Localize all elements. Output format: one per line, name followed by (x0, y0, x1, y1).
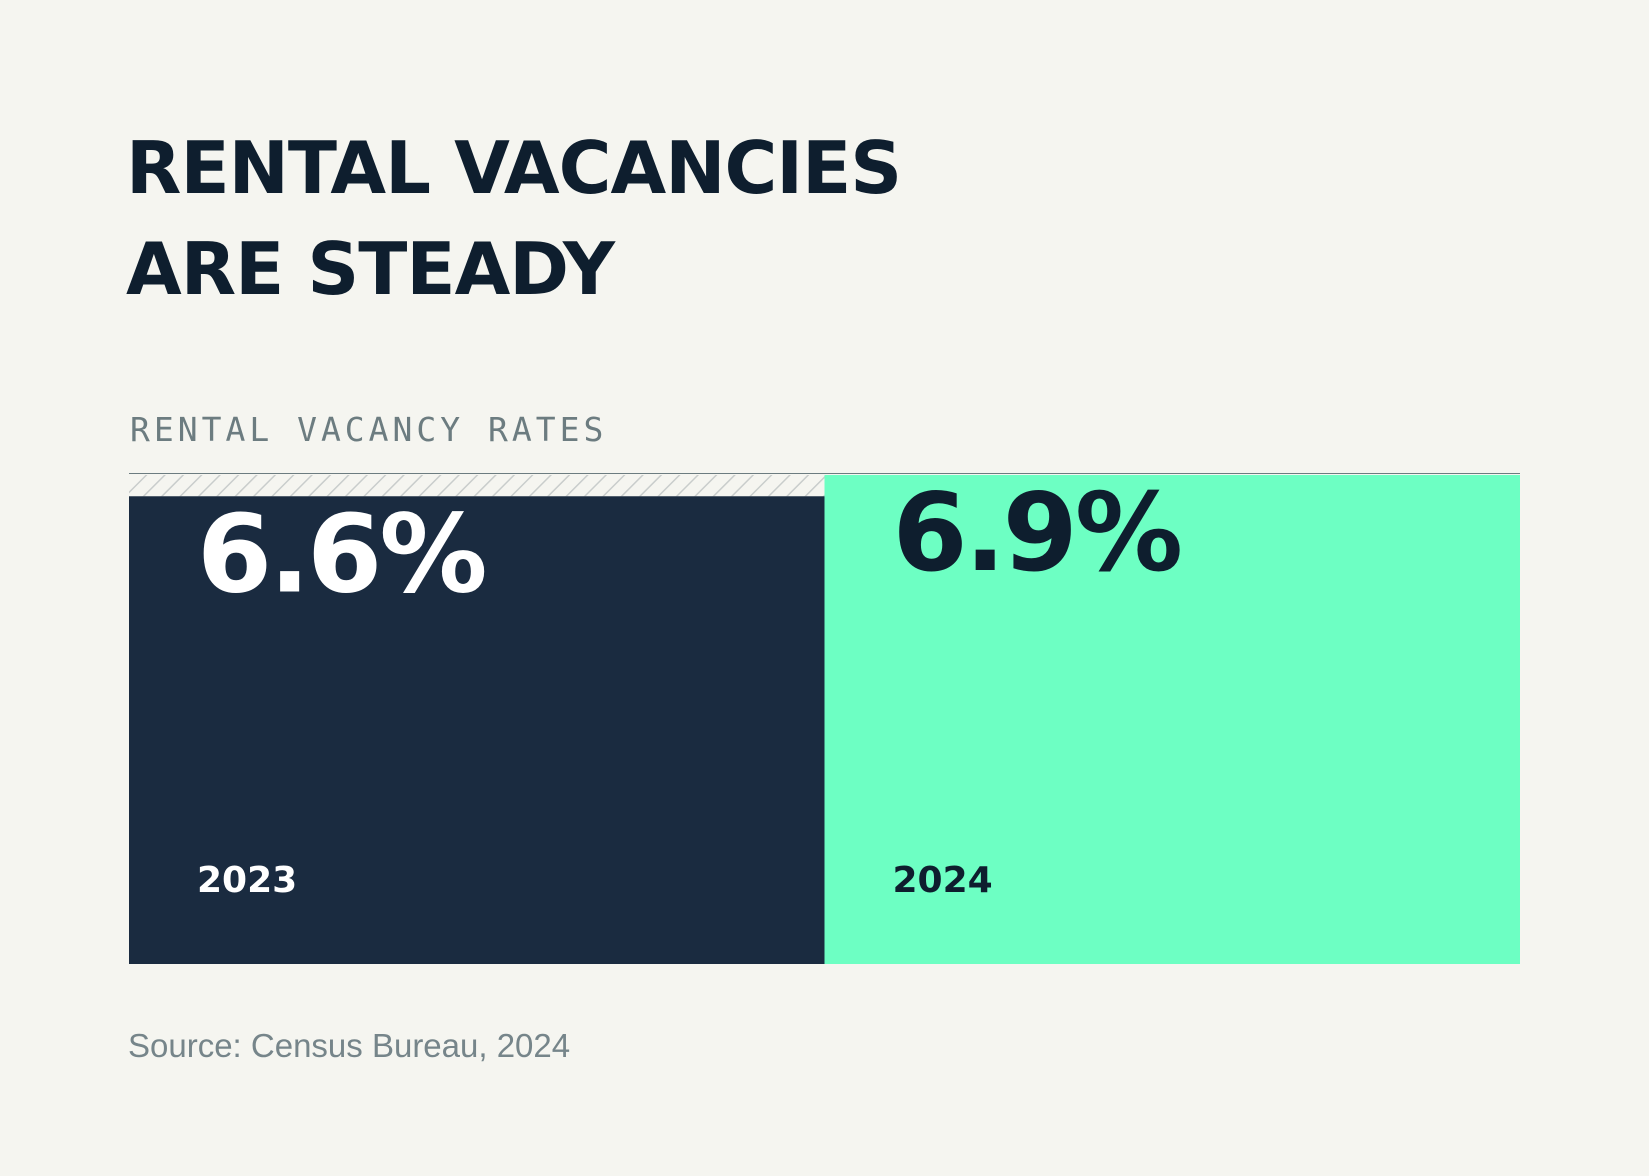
bar-headroom-2023 (129, 475, 825, 497)
chart-canvas: 6.6% 2023 6.9% 2024 (129, 473, 1520, 964)
bar-chart: 6.6% 2023 6.9% 2024 (129, 473, 1520, 964)
category-label-2024: 2024 (893, 860, 993, 901)
bar-2023 (129, 496, 825, 964)
chart-subtitle: RENTAL VACANCY RATES (130, 410, 608, 449)
category-label-2023: 2023 (197, 860, 297, 901)
source-note: Source: Census Bureau, 2024 (128, 1027, 571, 1064)
data-label-2023: 6.6% (197, 492, 485, 617)
title-line-1: RENTAL VACANCIES (126, 126, 902, 210)
data-label-2024: 6.9% (893, 473, 1181, 596)
chart-title: RENTAL VACANCIES ARE STEADY (126, 118, 1226, 320)
title-line-2: ARE STEADY (126, 227, 615, 311)
bar-2024 (824, 475, 1520, 964)
